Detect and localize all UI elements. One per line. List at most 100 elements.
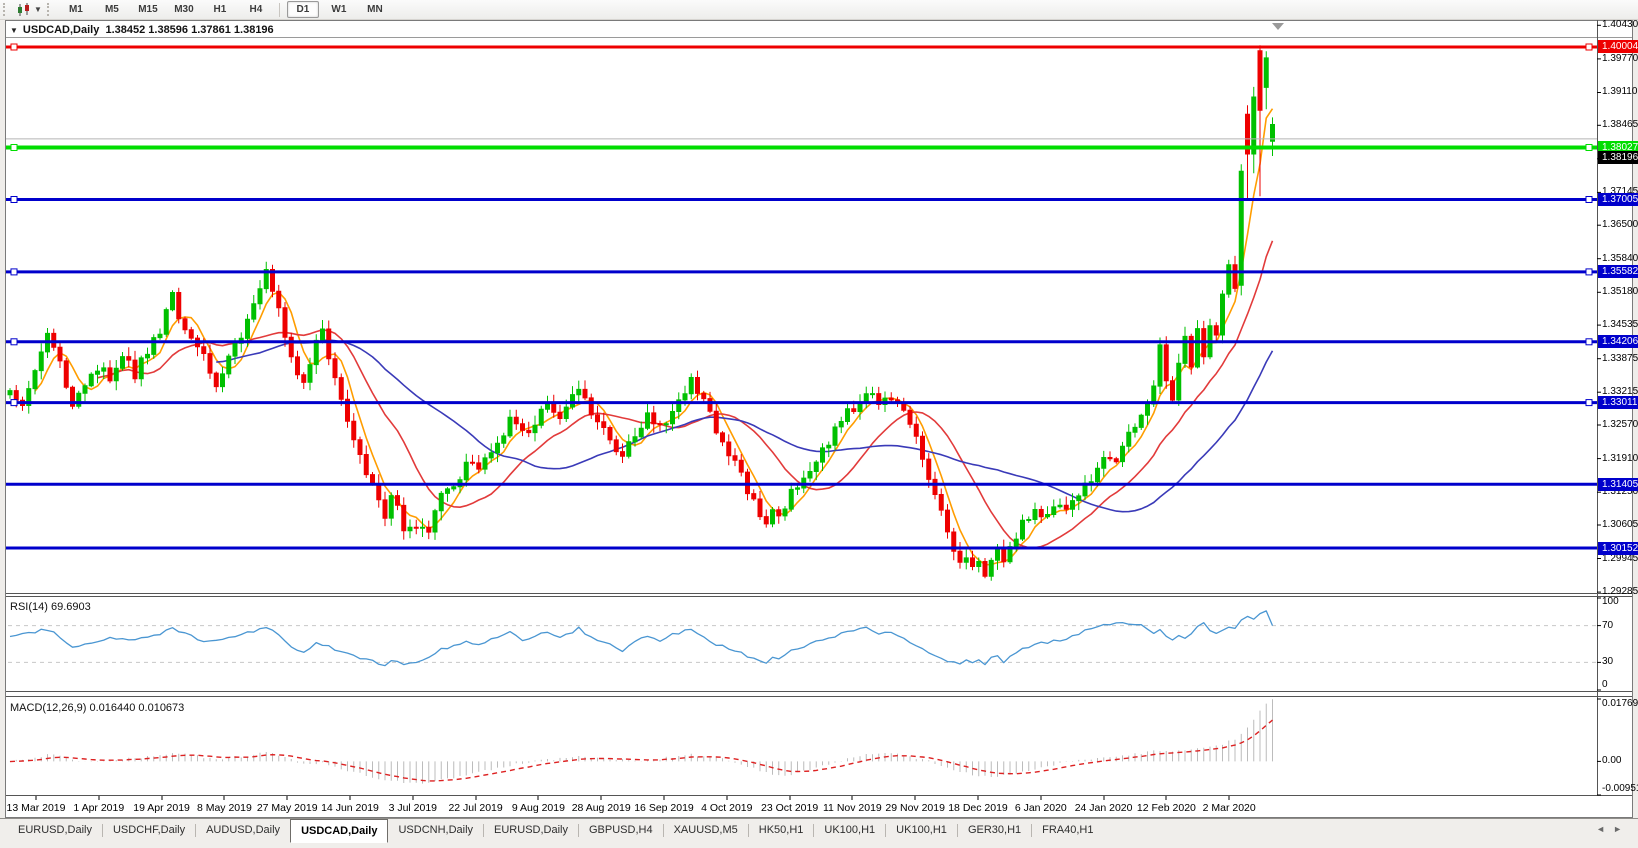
timeframe-w1-button[interactable]: W1 xyxy=(331,4,347,15)
price-tick-label: 1.35840 xyxy=(1602,253,1638,264)
date-tick-label: 9 Aug 2019 xyxy=(511,802,565,814)
date-tick-label: 2 Mar 2020 xyxy=(1202,802,1256,814)
toolbar-grip xyxy=(46,3,54,16)
chart-tab-eurusd-daily[interactable]: EURUSD,Daily xyxy=(18,824,92,836)
chart-tab-usdcnh-daily[interactable]: USDCNH,Daily xyxy=(398,824,474,836)
hline-handle[interactable] xyxy=(10,338,18,346)
chart-shift-marker-icon[interactable] xyxy=(1272,23,1284,30)
timeframe-m1-button[interactable]: M1 xyxy=(68,4,83,15)
bull-candle-bodies xyxy=(7,57,1275,577)
price-tick-label: 1.40430 xyxy=(1602,19,1638,30)
chart-frame xyxy=(5,20,1633,818)
level-price-label: 1.34206 xyxy=(1598,335,1638,348)
chart-title: ▼ USDCAD,Daily 1.38452 1.38596 1.37861 1.… xyxy=(10,24,274,36)
timeframe-m15-button[interactable]: M15 xyxy=(138,4,158,15)
chart-tab-ger30-h1[interactable]: GER30,H1 xyxy=(967,824,1022,836)
chart-tab-audusd-daily[interactable]: AUDUSD,Daily xyxy=(206,824,281,836)
bear-candle-bodies xyxy=(13,50,1263,577)
price-tick-label: 1.33875 xyxy=(1602,353,1638,364)
rsi-tick-label: 30 xyxy=(1602,656,1614,667)
rsi-line xyxy=(9,610,1274,667)
date-tick-label: 23 Oct 2019 xyxy=(760,802,819,814)
timeframe-buttons: M1 M5 M15 M30 H1 H4 D1 W1 MN xyxy=(58,1,393,18)
price-tick-label: 1.39770 xyxy=(1602,53,1638,64)
chart-tab-fra40-h1[interactable]: FRA40,H1 xyxy=(1042,824,1094,836)
tab-separator xyxy=(813,824,815,837)
timeframe-m30-button[interactable]: M30 xyxy=(174,4,194,15)
hline-handle[interactable] xyxy=(1585,144,1593,151)
tab-separator xyxy=(195,824,197,837)
ohlc-values: 1.38452 1.38596 1.37861 1.38196 xyxy=(105,24,274,36)
macd-tick-label: 0.017692 xyxy=(1602,698,1638,709)
tab-separator xyxy=(101,824,103,837)
tab-separator xyxy=(747,824,749,837)
timeframe-h1-button[interactable]: H1 xyxy=(213,4,227,15)
chart-tab-xauusd-m5[interactable]: XAUUSD,M5 xyxy=(673,824,738,836)
price-tick-label: 1.36500 xyxy=(1602,219,1638,230)
chart-tab-usdchf-daily[interactable]: USDCHF,Daily xyxy=(112,824,186,836)
macd-tick-label: -0.009518 xyxy=(1602,783,1638,794)
date-tick-label: 1 Apr 2019 xyxy=(73,802,125,814)
date-tick-label: 8 May 2019 xyxy=(196,802,252,814)
chart-tab-usdcad-daily[interactable]: USDCAD,Daily xyxy=(290,819,389,843)
tab-separator xyxy=(1031,824,1033,837)
date-tick-label: 13 Mar 2019 xyxy=(6,802,66,814)
price-chart[interactable] xyxy=(0,20,1638,818)
hline-handle[interactable] xyxy=(10,144,18,151)
rsi-tick-label: 0 xyxy=(1602,679,1608,690)
level-price-label: 1.35582 xyxy=(1598,265,1638,278)
price-tick-label: 1.30605 xyxy=(1602,519,1638,530)
chart-tab-uk100-h1[interactable]: UK100,H1 xyxy=(896,824,947,836)
timeframe-mn-button[interactable]: MN xyxy=(367,4,383,15)
tabs-scroll-left-icon[interactable]: ◄ xyxy=(1596,824,1614,834)
hline-handle[interactable] xyxy=(1585,268,1593,276)
hline-handle[interactable] xyxy=(1585,43,1593,51)
tab-separator xyxy=(956,824,958,837)
hline-handle[interactable] xyxy=(1585,338,1593,346)
level-price-label: 1.33011 xyxy=(1598,396,1638,409)
chart-tab-hk50-h1[interactable]: HK50,H1 xyxy=(758,824,804,836)
date-tick-label: 29 Nov 2019 xyxy=(885,802,945,814)
tab-separator xyxy=(662,824,664,837)
date-tick-label: 16 Sep 2019 xyxy=(634,802,694,814)
hline-handle[interactable] xyxy=(10,196,18,203)
chart-tabs: EURUSD,Daily USDCHF,Daily AUDUSD,Daily USDC… xyxy=(0,819,1104,843)
tab-separator xyxy=(483,824,485,837)
date-tick-label: 4 Oct 2019 xyxy=(701,802,753,814)
date-tick-label: 3 Jul 2019 xyxy=(388,802,438,814)
timeframe-d1-button[interactable]: D1 xyxy=(286,1,319,18)
hline-handle[interactable] xyxy=(10,268,18,276)
chevron-down-icon[interactable]: ▼ xyxy=(10,26,18,35)
chart-window[interactable]: ▼ USDCAD,Daily 1.38452 1.38596 1.37861 1.… xyxy=(0,19,1638,818)
macd-tick-label: 0.00 xyxy=(1602,755,1622,766)
date-tick-label: 22 Jul 2019 xyxy=(448,802,503,814)
candlestick-chart-icon[interactable] xyxy=(14,2,34,17)
tab-separator xyxy=(578,824,579,837)
tabs-scroll-right-icon[interactable]: ► xyxy=(1613,824,1630,834)
chevron-down-icon[interactable]: ▼ xyxy=(34,5,42,14)
hline-handle[interactable] xyxy=(1585,399,1593,407)
hline-handle[interactable] xyxy=(10,43,18,51)
date-tick-label: 12 Feb 2020 xyxy=(1136,802,1196,814)
chart-tab-uk100-h1[interactable]: UK100,H1 xyxy=(824,824,876,836)
top-toolbar: ▼ M1 M5 M15 M30 H1 H4 D1 W1 MN xyxy=(0,0,1638,20)
timeframe-m5-button[interactable]: M5 xyxy=(104,4,119,15)
price-tick-label: 1.38465 xyxy=(1602,119,1638,130)
price-tick-label: 1.29945 xyxy=(1602,553,1638,564)
timeframe-h4-button[interactable]: H4 xyxy=(249,4,263,15)
date-tick-label: 11 Nov 2019 xyxy=(823,802,882,814)
ma-mid-red xyxy=(97,240,1274,549)
date-tick-label: 19 Apr 2019 xyxy=(133,802,190,814)
price-tick-label: 1.31910 xyxy=(1602,453,1638,464)
price-tick-label: 1.39110 xyxy=(1602,86,1638,97)
chart-tab-gbpusd-h4[interactable]: GBPUSD,H4 xyxy=(589,824,653,836)
hline-handle[interactable] xyxy=(1585,196,1593,203)
date-tick-label: 27 May 2019 xyxy=(256,802,318,814)
macd-indicator-label: MACD(12,26,9) 0.016440 0.010673 xyxy=(10,702,185,714)
chart-tab-eurusd-daily[interactable]: EURUSD,Daily xyxy=(494,824,568,836)
price-tick-label: 1.31250 xyxy=(1602,486,1638,497)
level-price-label: 1.40004 xyxy=(1598,40,1638,53)
price-tick-label: 1.34535 xyxy=(1602,319,1638,330)
hline-handle[interactable] xyxy=(10,399,18,407)
price-tick-label: 1.37145 xyxy=(1602,186,1638,197)
